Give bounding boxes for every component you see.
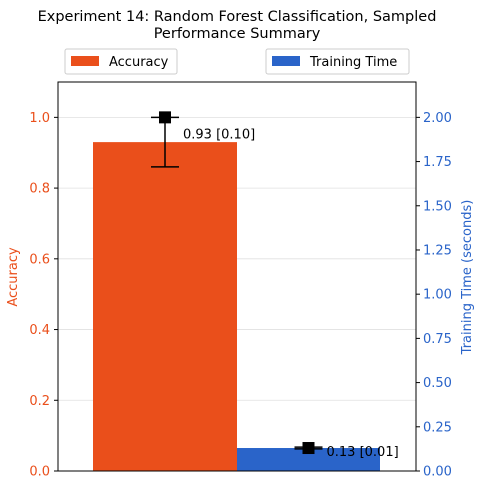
left-tick-label-5: 1.0: [29, 111, 50, 126]
right-tick-label-6: 1.50: [423, 199, 452, 214]
right-tick-label-7: 1.75: [423, 155, 452, 170]
right-axis-ticks: 0.00 0.25 0.50 0.75 1.00 1.25 1.50 1.75 2.00: [416, 111, 452, 480]
data-label-training-time: 0.13 [0.01]: [327, 445, 399, 460]
markers: [159, 111, 315, 455]
right-tick-label-1: 0.25: [423, 420, 452, 435]
right-tick-label-4: 1.00: [423, 288, 452, 303]
legend-swatch-training-time: [272, 56, 300, 66]
legend-accuracy: Accuracy: [64, 48, 178, 75]
bar-accuracy: [93, 142, 237, 472]
legend-box-accuracy: [64, 48, 178, 75]
data-label-accuracy: 0.93 [0.10]: [183, 127, 255, 142]
legend-training-time: Training Time: [265, 48, 410, 75]
right-tick-label-0: 0.00: [423, 465, 452, 480]
right-axis-label: Training Time (seconds): [460, 200, 475, 356]
left-tick-label-0: 0.0: [29, 465, 50, 480]
right-tick-label-2: 0.50: [423, 376, 452, 391]
left-tick-label-1: 0.2: [29, 394, 50, 409]
marker-training-time: [302, 442, 315, 455]
left-tick-label-4: 0.8: [29, 182, 50, 197]
left-tick-label-2: 0.4: [29, 323, 50, 338]
legend-label-training-time: Training Time: [309, 55, 397, 70]
bars: [93, 142, 380, 472]
chart-title-line-2: Performance Summary: [154, 26, 321, 42]
data-labels: 0.93 [0.10] 0.13 [0.01]: [183, 127, 399, 460]
legend-label-accuracy: Accuracy: [109, 55, 169, 70]
right-tick-label-3: 0.75: [423, 332, 452, 347]
bar-training-time: [237, 448, 380, 471]
left-axis-label: Accuracy: [6, 247, 21, 307]
left-tick-label-3: 0.6: [29, 252, 50, 267]
right-tick-label-8: 2.00: [423, 111, 452, 126]
plot-frame: [57, 81, 417, 472]
right-tick-label-5: 1.25: [423, 243, 452, 258]
legend-swatch-accuracy: [71, 56, 99, 66]
legend-box-training-time: [265, 48, 410, 75]
marker-accuracy: [159, 111, 171, 124]
left-axis-ticks: 0.0 0.2 0.4 0.6 0.8 1.0: [29, 111, 58, 480]
chart-title-line-1: Experiment 14: Random Forest Classificat…: [38, 9, 437, 25]
